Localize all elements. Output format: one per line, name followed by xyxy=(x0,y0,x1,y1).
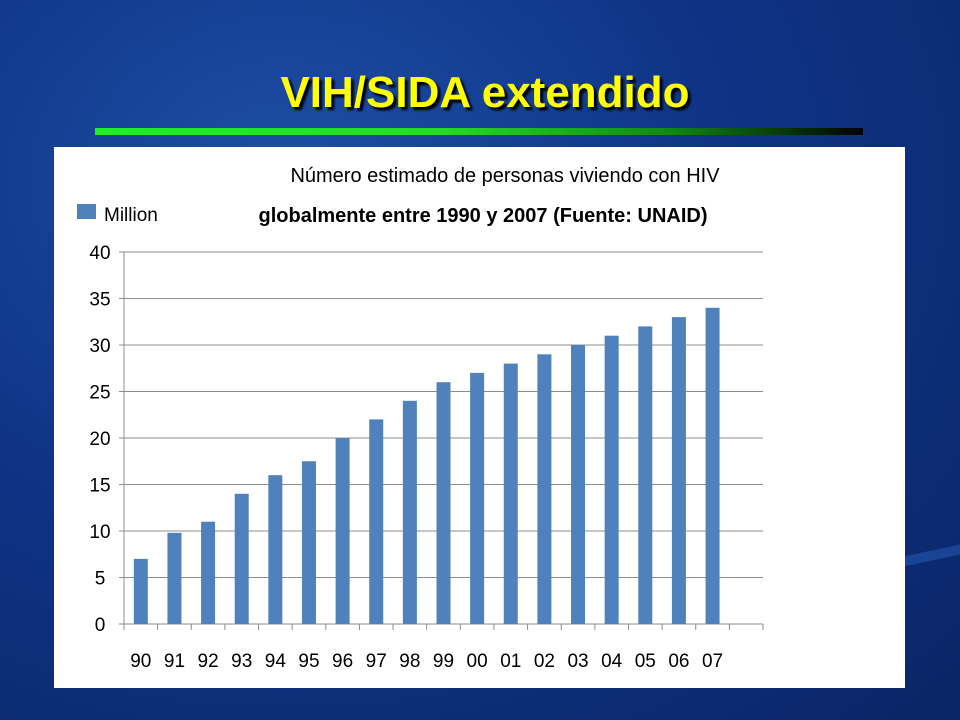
chart-title: Número estimado de personas viviendo con… xyxy=(290,165,720,187)
y-tick-label: 30 xyxy=(89,336,110,357)
bar xyxy=(301,461,316,624)
bar xyxy=(335,438,350,624)
bar xyxy=(604,335,619,624)
y-tick-label: 25 xyxy=(89,383,110,404)
x-tick-label: 07 xyxy=(702,651,723,672)
chart-panel: Número estimado de personas viviendo con… xyxy=(54,147,905,688)
bar xyxy=(436,382,451,624)
bar xyxy=(470,372,485,624)
x-tick-label: 06 xyxy=(668,651,689,672)
bar xyxy=(705,307,720,624)
bar xyxy=(268,475,283,624)
x-tick-label: 91 xyxy=(164,651,185,672)
bar xyxy=(133,558,148,624)
x-tick-label: 05 xyxy=(635,651,656,672)
y-tick-label: 15 xyxy=(89,476,110,497)
bar-chart: Número estimado de personas viviendo con… xyxy=(77,165,764,672)
legend-label: Million xyxy=(104,205,158,226)
x-tick-label: 94 xyxy=(265,651,287,672)
y-tick-label: 0 xyxy=(95,615,106,636)
title-underline xyxy=(95,128,863,135)
slide-title: VIH/SIDA extendido xyxy=(280,68,690,117)
bar xyxy=(571,345,586,624)
x-tick-label: 93 xyxy=(231,651,252,672)
x-tick-label: 96 xyxy=(332,651,353,672)
bar xyxy=(537,354,552,624)
x-tick-label: 92 xyxy=(198,651,219,672)
y-tick-label: 10 xyxy=(89,522,110,543)
legend-swatch xyxy=(77,204,96,219)
bar xyxy=(234,493,249,624)
x-tick-label: 95 xyxy=(298,651,319,672)
x-tick-label: 99 xyxy=(433,651,454,672)
bar xyxy=(201,521,216,624)
bar xyxy=(638,326,653,624)
y-tick-label: 35 xyxy=(89,290,110,311)
bar xyxy=(369,419,384,624)
bar xyxy=(167,532,182,624)
x-tick-label: 90 xyxy=(130,651,151,672)
x-tick-label: 04 xyxy=(601,651,623,672)
x-tick-label: 03 xyxy=(567,651,588,672)
y-tick-label: 20 xyxy=(89,429,110,450)
x-tick-label: 00 xyxy=(467,651,488,672)
bar xyxy=(402,400,417,624)
x-tick-label: 97 xyxy=(366,651,387,672)
x-tick-label: 02 xyxy=(534,651,555,672)
x-tick-label: 98 xyxy=(399,651,420,672)
bar xyxy=(503,363,518,624)
x-tick-label: 01 xyxy=(500,651,521,672)
y-tick-label: 5 xyxy=(95,569,106,590)
y-tick-label: 40 xyxy=(89,243,110,264)
chart-subtitle: globalmente entre 1990 y 2007 (Fuente: U… xyxy=(258,205,707,227)
bar xyxy=(671,317,686,624)
